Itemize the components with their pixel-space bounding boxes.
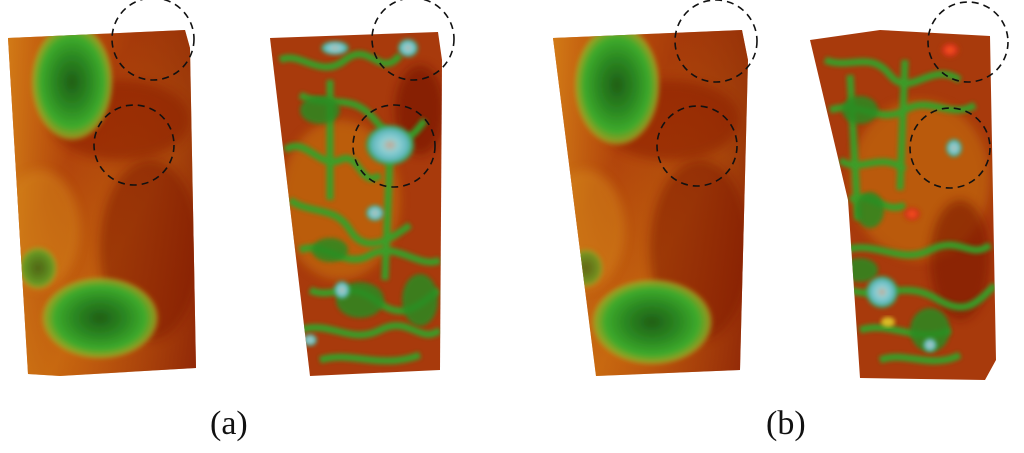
dashed-circle-a2-mid — [352, 104, 436, 188]
dashed-circle-a2-top — [371, 0, 455, 81]
dashed-circle-b2-mid — [909, 107, 991, 189]
panel-a-caption: (a) — [210, 405, 248, 442]
dashed-circle-b1-mid — [656, 105, 738, 187]
dashed-circle-a1-mid — [93, 104, 175, 186]
dashed-circle-b1-top — [674, 0, 758, 83]
panel-b-smooth-map — [553, 30, 748, 376]
panel-b-caption: (b) — [766, 405, 806, 442]
dashed-circle-a1-top — [111, 0, 195, 81]
dashed-circle-b2-top — [927, 1, 1009, 83]
panel-b-fragmented-map — [810, 30, 996, 380]
panel-a-smooth-map — [8, 30, 196, 376]
panel-a-fragmented-map — [270, 32, 442, 376]
